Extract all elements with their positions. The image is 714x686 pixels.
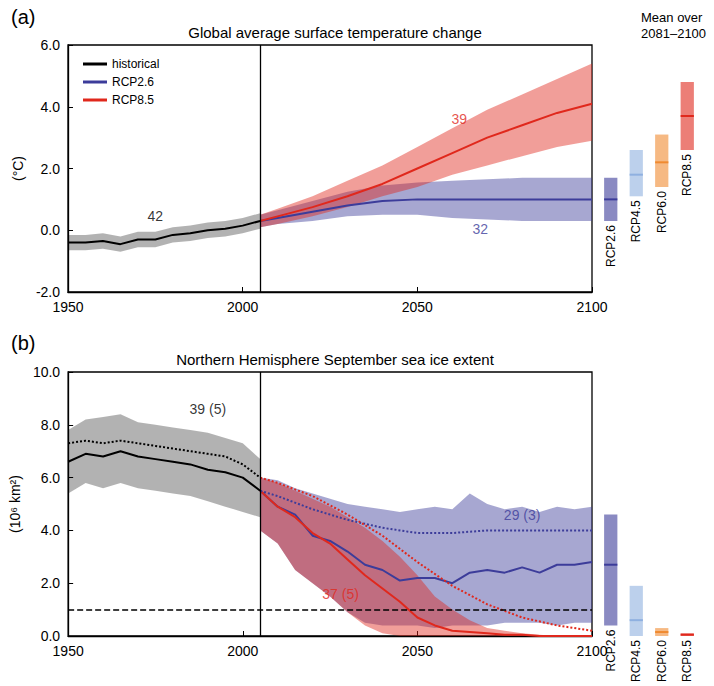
svg-text:(a): (a) (11, 6, 35, 28)
svg-text:-2.0: -2.0 (36, 284, 60, 300)
svg-text:Global average surface tempera: Global average surface temperature chang… (188, 24, 482, 41)
svg-text:2100: 2100 (576, 643, 608, 659)
svg-text:0.0: 0.0 (41, 628, 61, 644)
svg-text:RCP4.5: RCP4.5 (629, 640, 643, 682)
svg-text:8.0: 8.0 (41, 417, 61, 433)
svg-text:RCP6.0: RCP6.0 (655, 191, 669, 233)
svg-text:0.0: 0.0 (41, 222, 61, 238)
svg-text:2.0: 2.0 (41, 161, 61, 177)
svg-text:RCP2.6: RCP2.6 (604, 225, 618, 267)
svg-text:2000: 2000 (227, 643, 258, 659)
svg-text:32: 32 (472, 221, 488, 237)
svg-text:1950: 1950 (53, 643, 84, 659)
svg-text:2050: 2050 (402, 299, 433, 315)
svg-text:2100: 2100 (576, 299, 607, 315)
svg-text:4.0: 4.0 (41, 99, 61, 115)
svg-text:39 (5): 39 (5) (190, 401, 227, 417)
svg-text:RCP6.0: RCP6.0 (655, 640, 669, 682)
svg-text:37 (5): 37 (5) (322, 586, 359, 602)
svg-text:2050: 2050 (402, 643, 433, 659)
svg-text:29 (3): 29 (3) (504, 507, 541, 523)
svg-text:10.0: 10.0 (33, 364, 60, 380)
svg-text:2.0: 2.0 (41, 575, 61, 591)
svg-text:historical: historical (112, 57, 159, 71)
svg-text:(°C): (°C) (10, 156, 26, 181)
svg-text:6.0: 6.0 (41, 470, 61, 486)
svg-text:Northern Hemisphere September: Northern Hemisphere September sea ice ex… (176, 351, 494, 368)
svg-text:6.0: 6.0 (41, 37, 61, 53)
svg-text:42: 42 (148, 208, 164, 224)
svg-text:Mean over: Mean over (641, 10, 703, 25)
svg-text:RCP2.6: RCP2.6 (112, 75, 154, 89)
svg-text:RCP4.5: RCP4.5 (629, 200, 643, 242)
svg-text:(10⁶ km²): (10⁶ km²) (7, 475, 23, 533)
svg-text:2000: 2000 (227, 299, 258, 315)
svg-text:1950: 1950 (52, 299, 83, 315)
svg-text:(b): (b) (11, 332, 35, 354)
svg-text:2081–2100: 2081–2100 (641, 26, 706, 41)
svg-text:RCP8.5: RCP8.5 (680, 640, 694, 682)
svg-text:39: 39 (451, 111, 467, 127)
svg-text:RCP8.5: RCP8.5 (112, 93, 154, 107)
svg-text:RCP8.5: RCP8.5 (680, 154, 694, 196)
svg-text:4.0: 4.0 (41, 522, 61, 538)
svg-text:RCP2.6: RCP2.6 (604, 629, 618, 671)
